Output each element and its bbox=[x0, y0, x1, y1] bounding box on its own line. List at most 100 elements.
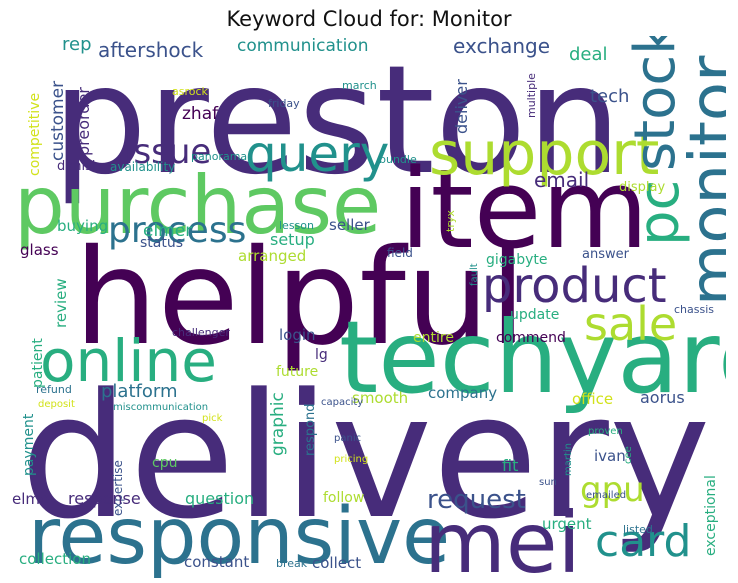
word-constant: constant bbox=[184, 553, 250, 571]
word-seller: seller bbox=[329, 216, 370, 234]
word-bundle: bundle bbox=[379, 153, 417, 166]
word-preston: preston bbox=[52, 36, 622, 208]
word-sun: sun bbox=[539, 477, 557, 488]
word-tech: tech bbox=[590, 86, 630, 107]
word-question: question bbox=[185, 489, 255, 508]
word-proven: proven bbox=[588, 426, 623, 437]
word-exceptional: exceptional bbox=[703, 475, 719, 556]
word-march: march bbox=[342, 79, 377, 92]
word-multiple: multiple bbox=[525, 73, 538, 118]
word-status: status bbox=[140, 235, 184, 251]
word-sale: sale bbox=[584, 297, 678, 351]
word-online: online bbox=[40, 327, 217, 395]
word-chassis: chassis bbox=[674, 303, 715, 316]
word-panorama: panorama bbox=[191, 150, 248, 163]
word-deal: deal bbox=[569, 44, 608, 65]
word-respond: respond bbox=[303, 403, 318, 456]
word-entire: entire bbox=[413, 330, 454, 346]
word-exchange: exchange bbox=[453, 36, 551, 58]
word-future: future bbox=[276, 364, 319, 380]
word-answer: answer bbox=[582, 247, 629, 262]
word-zhaf: zhaf bbox=[182, 104, 219, 124]
word-challenger: challenger bbox=[172, 326, 230, 339]
word-elmo: elmo bbox=[12, 490, 50, 508]
word-product: product bbox=[482, 258, 667, 314]
word-pick: pick bbox=[202, 413, 223, 424]
word-follow: follow bbox=[323, 490, 365, 506]
word-gpu: gpu bbox=[580, 470, 645, 510]
word-gigabyte: gigabyte bbox=[486, 252, 548, 268]
word-friday: friday bbox=[268, 97, 300, 110]
word-panic: panic bbox=[334, 433, 362, 444]
word-arranged: arranged bbox=[238, 247, 307, 265]
word-patient: patient bbox=[30, 338, 46, 388]
word-communication: communication bbox=[237, 36, 369, 56]
chart-title: Keyword Cloud for: Monitor bbox=[226, 7, 512, 31]
word-item: item bbox=[400, 145, 649, 273]
word-company: company bbox=[428, 384, 498, 402]
word-aorus: aorus bbox=[640, 388, 685, 407]
word-elmer: elmer bbox=[143, 221, 193, 241]
word-cee: cee bbox=[623, 446, 634, 464]
word-process: process bbox=[108, 210, 247, 251]
word-helpful: helpful bbox=[74, 221, 527, 375]
word-collection: collection bbox=[19, 550, 91, 568]
word-responsive: responsive bbox=[28, 492, 451, 578]
word-break: break bbox=[276, 557, 308, 570]
word-cloud: preston delivery helpful item purchase techya… bbox=[12, 36, 726, 578]
word-update: update bbox=[510, 307, 560, 323]
word-availability: availability bbox=[110, 160, 176, 174]
word-deposit: deposit bbox=[38, 399, 75, 410]
word-platform: platform bbox=[101, 381, 178, 402]
word-buying: buying bbox=[57, 217, 109, 235]
word-graphic: graphic bbox=[268, 392, 288, 456]
word-setup: setup bbox=[270, 230, 315, 249]
word-urgent: urgent bbox=[542, 515, 592, 533]
word-customer: customer bbox=[48, 80, 68, 161]
word-miscommunication: miscommunication bbox=[113, 402, 209, 413]
word-purchase: purchase bbox=[14, 159, 382, 252]
word-field: field bbox=[387, 246, 413, 260]
word-support: support bbox=[429, 119, 660, 189]
word-competitive: competitive bbox=[27, 92, 43, 176]
word-fit: fit bbox=[502, 456, 519, 475]
word-lesson: lesson bbox=[279, 219, 314, 232]
word-emailed: emailed bbox=[586, 490, 627, 501]
word-office: office bbox=[572, 390, 614, 408]
word-ivan: ivan bbox=[594, 447, 626, 465]
word-card: card bbox=[595, 516, 692, 567]
word-login: login bbox=[279, 326, 316, 344]
word-pricing: pricing bbox=[334, 454, 369, 465]
word-stock: stock bbox=[623, 36, 688, 171]
word-email: email bbox=[534, 168, 590, 192]
word-review: review bbox=[52, 278, 70, 328]
word-smooth: smooth bbox=[352, 389, 409, 407]
word-payment: payment bbox=[21, 413, 37, 476]
word-request: request bbox=[427, 485, 526, 515]
word-preorder: preorder bbox=[74, 87, 93, 156]
word-query: query bbox=[245, 125, 390, 183]
word-mei: mei bbox=[424, 494, 581, 578]
word-glass: glass bbox=[20, 241, 59, 259]
word-commend: commend bbox=[496, 330, 566, 346]
word-tryx: tryx bbox=[444, 210, 457, 232]
word-martin: martin bbox=[563, 442, 574, 476]
word-aftershock: aftershock bbox=[98, 38, 204, 62]
word-deliver: deliver bbox=[452, 79, 471, 134]
word-response: response bbox=[68, 489, 141, 508]
word-danish: danish bbox=[57, 159, 101, 174]
word-cpu: cpu bbox=[152, 455, 178, 471]
word-rep: rep bbox=[62, 36, 92, 55]
word-lg: lg bbox=[315, 347, 328, 363]
word-issue: issue bbox=[124, 132, 212, 172]
word-fault: fault bbox=[469, 263, 480, 286]
word-capacity: capacity bbox=[321, 397, 364, 408]
word-collect: collect bbox=[312, 554, 362, 572]
word-techyard: techyard bbox=[339, 299, 726, 416]
word-display: display bbox=[619, 180, 666, 195]
word-asrock: asrock bbox=[172, 85, 208, 98]
word-delivery: delivery bbox=[20, 356, 711, 557]
word-listed: listed bbox=[623, 523, 653, 536]
word-refund: refund bbox=[36, 383, 72, 396]
